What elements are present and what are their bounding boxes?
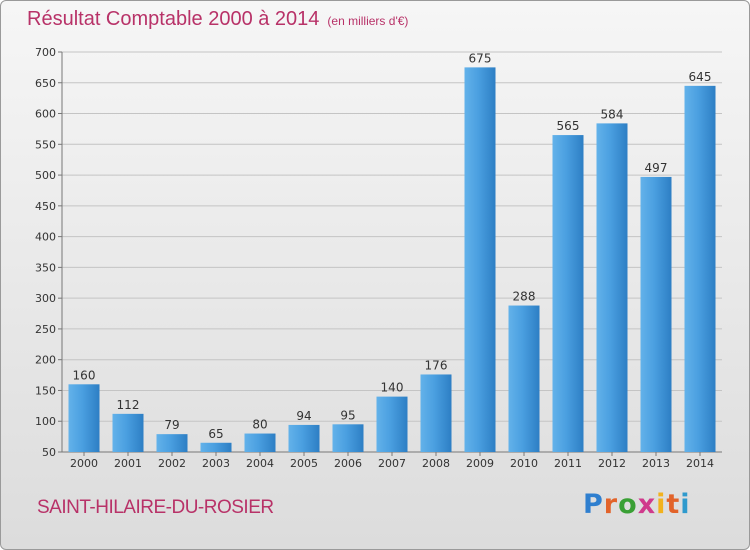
x-tick-label: 2007 bbox=[378, 457, 406, 470]
x-tick-label: 2000 bbox=[70, 457, 98, 470]
bar bbox=[596, 123, 628, 452]
bar-value-label: 160 bbox=[73, 368, 96, 382]
title-text: Résultat Comptable 2000 à 2014 bbox=[27, 8, 320, 30]
x-tick-label: 2014 bbox=[686, 457, 714, 470]
bar bbox=[640, 176, 672, 452]
y-tick-label: 200 bbox=[35, 354, 56, 367]
logo-letter: r bbox=[603, 489, 619, 520]
chart-title: Résultat Comptable 2000 à 2014 (en millie… bbox=[27, 8, 408, 31]
y-tick-label: 650 bbox=[35, 77, 56, 90]
bar-value-label: 112 bbox=[117, 398, 140, 412]
bar-value-label: 80 bbox=[252, 418, 267, 432]
logo-letter: x bbox=[637, 489, 657, 520]
bar-value-label: 79 bbox=[164, 418, 179, 432]
bar-value-label: 140 bbox=[381, 381, 404, 395]
x-tick-label: 2010 bbox=[510, 457, 538, 470]
y-tick-label: 150 bbox=[35, 384, 56, 397]
bar-value-label: 176 bbox=[425, 358, 448, 372]
y-tick-label: 300 bbox=[35, 292, 56, 305]
bar bbox=[464, 67, 496, 452]
y-tick-label: 500 bbox=[35, 169, 56, 182]
proxiti-logo[interactable]: Proxiti bbox=[583, 489, 691, 520]
logo-letter: i bbox=[680, 489, 691, 520]
x-tick-label: 2004 bbox=[246, 457, 274, 470]
y-tick-label: 600 bbox=[35, 108, 56, 121]
y-tick-label: 450 bbox=[35, 200, 56, 213]
bar-value-label: 95 bbox=[340, 408, 355, 422]
bar bbox=[376, 396, 408, 452]
bar bbox=[420, 374, 452, 452]
bar-value-label: 94 bbox=[296, 409, 311, 423]
x-tick-label: 2013 bbox=[642, 457, 670, 470]
x-tick-label: 2005 bbox=[290, 457, 318, 470]
logo-letter: i bbox=[656, 489, 667, 520]
y-tick-label: 50 bbox=[42, 446, 56, 459]
commune-name: SAINT-HILAIRE-DU-ROSIER bbox=[37, 497, 274, 518]
x-tick-label: 2002 bbox=[158, 457, 186, 470]
labels: 50 100 150 200 250 300 350 400 450 500 550 600 650 70… bbox=[35, 46, 714, 470]
x-tick-label: 2009 bbox=[466, 457, 494, 470]
bars bbox=[68, 67, 716, 453]
bar bbox=[508, 305, 540, 452]
y-tick-label: 350 bbox=[35, 261, 56, 274]
x-tick-label: 2003 bbox=[202, 457, 230, 470]
x-tick-label: 2011 bbox=[554, 457, 582, 470]
y-tick-label: 250 bbox=[35, 323, 56, 336]
bar-value-label: 65 bbox=[208, 427, 223, 441]
bar bbox=[288, 424, 320, 452]
x-tick-label: 2012 bbox=[598, 457, 626, 470]
logo-letter: t bbox=[666, 489, 681, 520]
bar-value-label: 645 bbox=[689, 70, 712, 84]
bar bbox=[156, 434, 188, 452]
logo-letter: o bbox=[618, 489, 638, 520]
bar-value-label: 584 bbox=[601, 107, 624, 121]
y-tick-label: 400 bbox=[35, 231, 56, 244]
bar bbox=[68, 384, 100, 452]
bar bbox=[244, 433, 276, 452]
x-tick-label: 2006 bbox=[334, 457, 362, 470]
bar-value-label: 497 bbox=[645, 161, 668, 175]
chart-subtitle: (en milliers d'€) bbox=[327, 14, 409, 28]
x-tick-label: 2001 bbox=[114, 457, 142, 470]
logo-letter: P bbox=[583, 489, 604, 520]
bar bbox=[332, 424, 364, 452]
bar bbox=[112, 413, 144, 452]
y-tick-label: 100 bbox=[35, 415, 56, 428]
bar bbox=[684, 85, 716, 452]
bar-value-label: 675 bbox=[469, 51, 492, 65]
y-tick-label: 700 bbox=[35, 46, 56, 59]
y-tick-label: 550 bbox=[35, 138, 56, 151]
bar-value-label: 288 bbox=[513, 290, 536, 304]
bar bbox=[552, 135, 584, 453]
bar bbox=[200, 442, 232, 452]
x-tick-label: 2008 bbox=[422, 457, 450, 470]
bar-value-label: 565 bbox=[557, 119, 580, 133]
